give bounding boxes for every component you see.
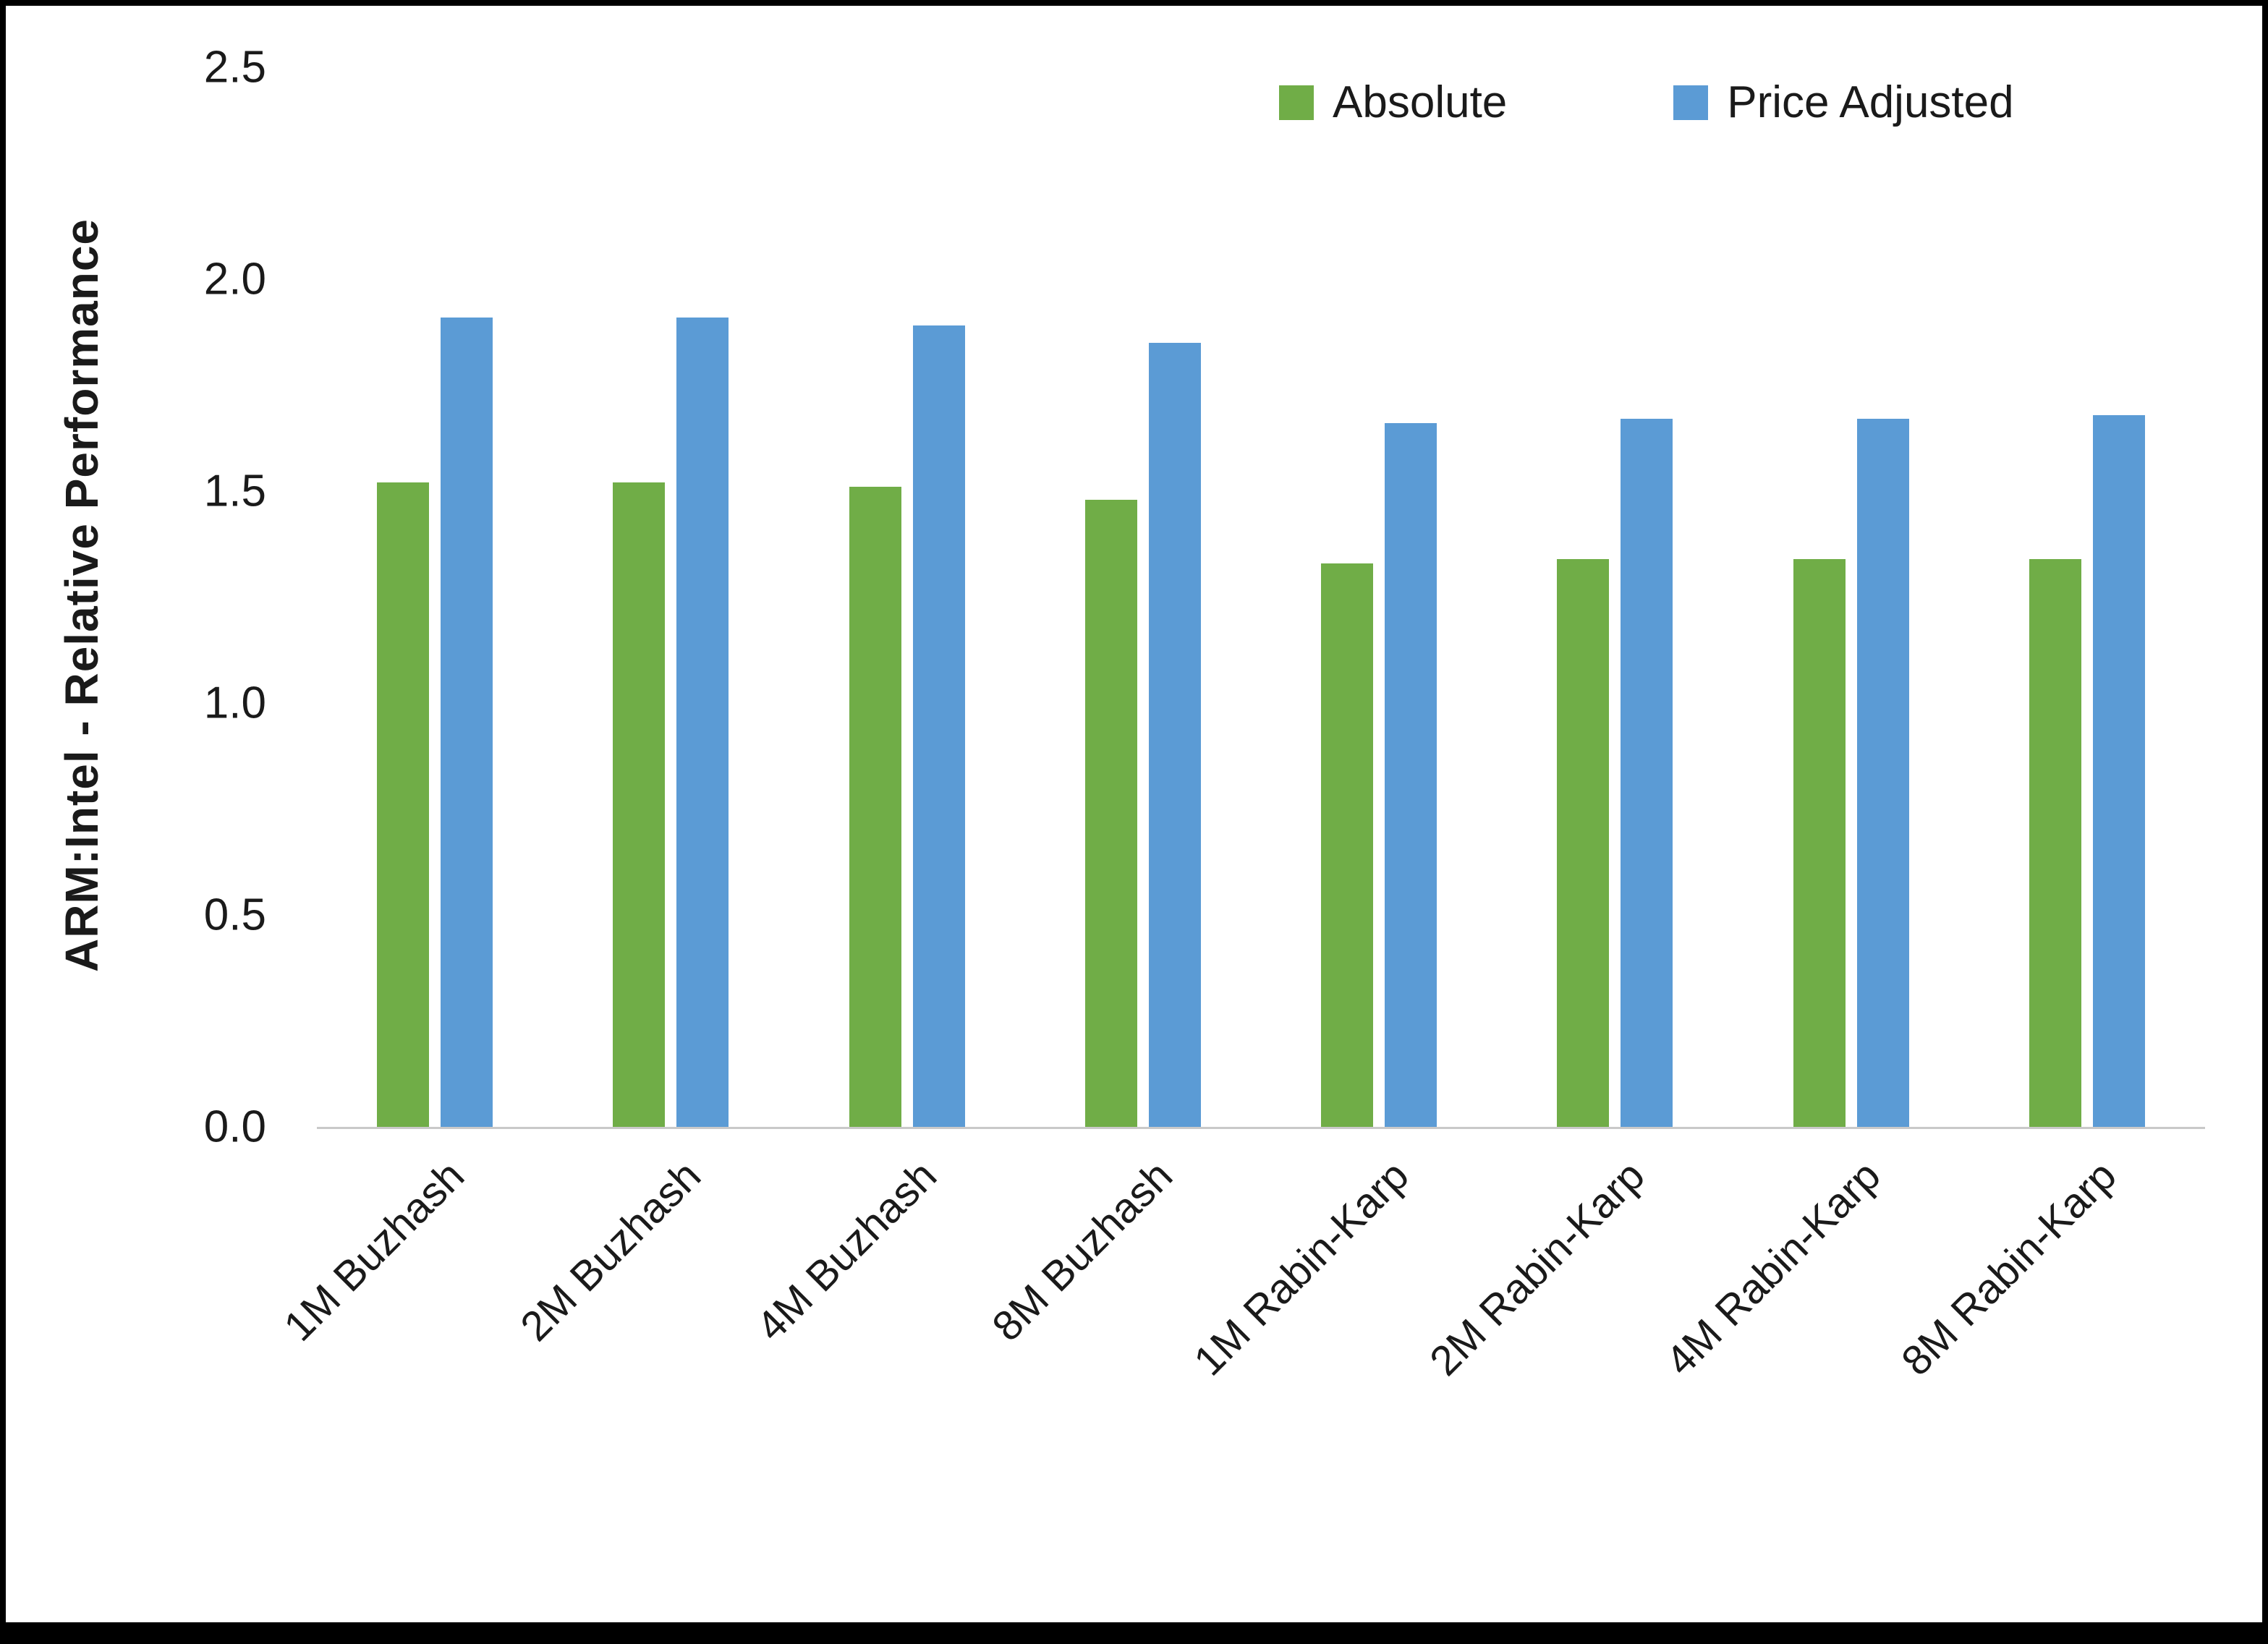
x-axis-label: 1M Buzhash xyxy=(275,1151,474,1350)
bar-price-adjusted xyxy=(441,317,493,1127)
y-tick-label: 0.0 xyxy=(203,1102,266,1152)
bar-group xyxy=(317,67,553,1127)
absolute-swatch-icon xyxy=(1279,85,1314,120)
bar-price-adjusted xyxy=(1148,342,1201,1127)
bar-group xyxy=(789,67,1025,1127)
legend-item-price-adjusted: Price Adjusted xyxy=(1673,77,2014,128)
bar-absolute xyxy=(377,482,430,1127)
y-axis-tick-labels: 0.0 0.5 1.0 1.5 2.0 2.5 xyxy=(107,43,288,1152)
bar-group xyxy=(1733,67,1969,1127)
x-label-cell: 4M Buzhash xyxy=(747,1131,1025,1536)
y-tick-label: 2.5 xyxy=(203,42,266,93)
bar-absolute xyxy=(1321,563,1374,1127)
bar-absolute xyxy=(613,482,666,1127)
legend: Absolute Price Adjusted xyxy=(1279,77,2014,128)
x-label-cell: 8M Rabin-Karp xyxy=(1893,1131,2205,1536)
bar-price-adjusted xyxy=(2092,414,2145,1127)
bar-price-adjusted xyxy=(1621,419,1673,1127)
bar-absolute xyxy=(2029,558,2081,1127)
y-tick-label: 2.0 xyxy=(203,254,266,304)
bar-absolute xyxy=(1793,558,1846,1127)
bar-price-adjusted xyxy=(912,325,965,1127)
price-adjusted-swatch-icon xyxy=(1673,85,1709,120)
bar-group xyxy=(553,67,789,1127)
x-label-cell: 2M Buzhash xyxy=(511,1131,789,1536)
bar-price-adjusted xyxy=(1856,419,1909,1127)
legend-label-absolute: Absolute xyxy=(1333,77,1508,127)
bar-price-adjusted xyxy=(676,317,729,1127)
x-axis-labels: 1M Buzhash 2M Buzhash 4M Buzhash 8M Buzhash… xyxy=(275,1131,2205,1536)
bar-group xyxy=(1261,67,1497,1127)
bar-absolute xyxy=(1557,558,1610,1127)
plot-area xyxy=(317,67,2205,1129)
bar-absolute xyxy=(1084,499,1137,1127)
y-tick-label: 0.5 xyxy=(203,890,266,940)
bar-group xyxy=(1497,67,1733,1127)
legend-label-price-adjusted: Price Adjusted xyxy=(1727,77,2014,127)
bar-group xyxy=(1969,67,2205,1127)
x-label-cell: 1M Buzhash xyxy=(275,1131,553,1536)
legend-item-absolute: Absolute xyxy=(1279,77,1507,128)
y-tick-label: 1.5 xyxy=(203,466,266,516)
bar-price-adjusted xyxy=(1385,423,1437,1127)
bar-group xyxy=(1025,67,1261,1127)
bar-absolute xyxy=(849,487,901,1127)
y-axis-title: ARM:Intel - Relative Performance xyxy=(56,218,108,973)
y-tick-label: 1.0 xyxy=(203,678,266,728)
